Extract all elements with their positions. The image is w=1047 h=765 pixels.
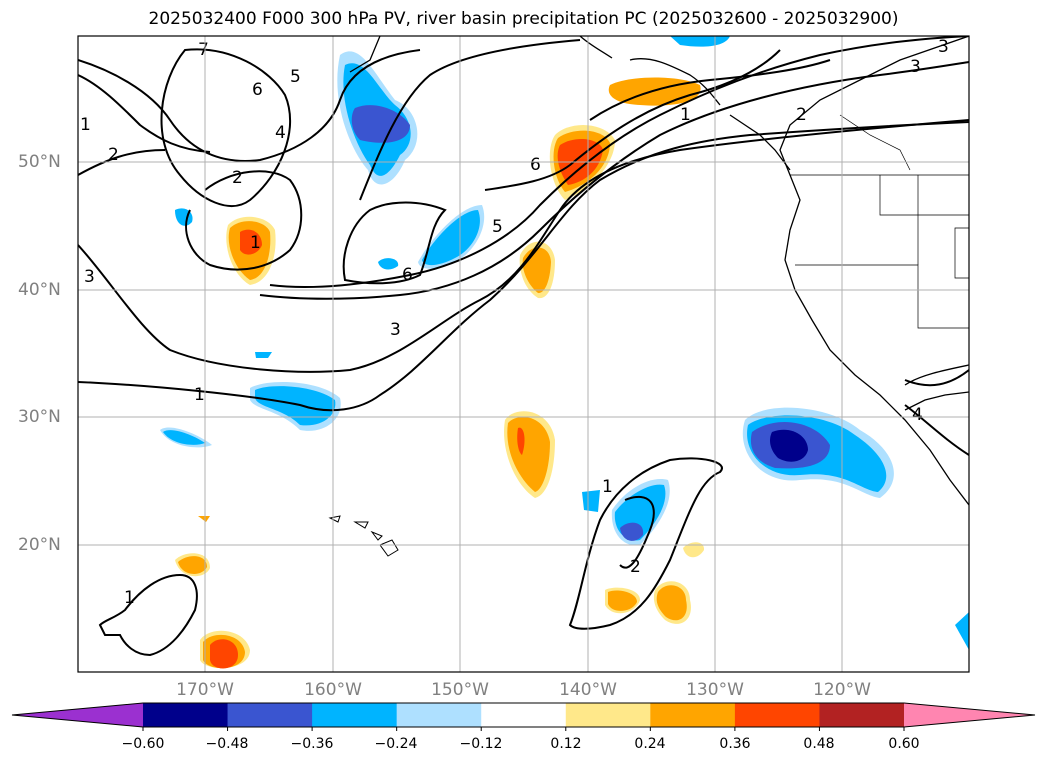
precip-blob-low-center: [226, 216, 276, 285]
precip-blob-mid-lat-negative: [250, 352, 341, 431]
colorbar-extend-high: [904, 703, 1035, 727]
colorbar-segment: [396, 703, 482, 727]
precip-blob-mid-negative: [378, 205, 485, 270]
colorbar-tick-label: 0.48: [803, 736, 835, 752]
lat-label: 50°N: [18, 152, 61, 172]
precip-blob-sub-positive: [504, 411, 555, 498]
colorbar-segment: [143, 703, 229, 727]
contour-label: 2: [108, 145, 119, 165]
colorbar-extend-low: [12, 703, 143, 727]
contour-label: 3: [938, 37, 949, 57]
contour-label: 2: [232, 168, 243, 188]
colorbar-segment: [227, 703, 313, 727]
precip-blob-south-positive: [175, 542, 705, 669]
lon-label: 120°W: [813, 680, 871, 700]
contour-label: 3: [910, 57, 921, 77]
colorbar-tick-label: 0.12: [550, 736, 582, 752]
contour-label: 5: [492, 217, 503, 237]
contour-labels: 1 2 3 4 5 6 7 1 2 3 5 6 6 3 2 1 1 2 1 1 …: [80, 37, 949, 608]
precip-blob-east-negative: [742, 407, 894, 498]
precip-blob-hawaii-west: [160, 427, 212, 522]
hawaii-islands: [328, 515, 399, 557]
colorbar-tick-label: 0.24: [634, 736, 666, 752]
contour-label: 2: [630, 557, 641, 577]
lon-label: 140°W: [559, 680, 617, 700]
lon-label: 150°W: [431, 680, 489, 700]
colorbar-segment: [819, 703, 905, 727]
contour-label: 6: [402, 265, 413, 285]
pv-contours: [78, 36, 969, 657]
colorbar-tick-label: −0.12: [459, 736, 503, 752]
precip-blob-aleutian-negative: [337, 51, 418, 185]
contour-label: 6: [252, 80, 263, 100]
precip-blob-south-negative: [582, 479, 670, 546]
colorbar-tick-label: −0.60: [121, 736, 165, 752]
colorbar-tick-label: 0.36: [719, 736, 751, 752]
contour-label: 4: [912, 405, 923, 425]
contour-label: 2: [796, 105, 807, 125]
map-panel: 1 2 3 4 5 6 7 1 2 3 5 6 6 3 2 1 1 2 1 1 …: [77, 35, 970, 673]
map-title: 2025032400 F000 300 hPa PV, river basin …: [148, 9, 899, 29]
contour-label: 1: [80, 115, 91, 135]
map-frame: [77, 35, 970, 673]
colorbar-segment: [734, 703, 820, 727]
contour-label: 1: [680, 105, 691, 125]
lat-label: 30°N: [18, 407, 61, 427]
colorbar-tick-label: −0.36: [290, 736, 334, 752]
lon-label: 160°W: [304, 680, 362, 700]
contour-label: 6: [530, 155, 541, 175]
precip-blob-far-east: [955, 612, 969, 650]
contour-label: 1: [602, 477, 613, 497]
colorbar-tick-label: −0.24: [374, 736, 418, 752]
colorbar-segment: [565, 703, 651, 727]
contour-label: 7: [198, 40, 209, 60]
contour-label: 3: [390, 320, 401, 340]
lat-label: 40°N: [18, 280, 61, 300]
contour-label: 1: [194, 385, 205, 405]
colorbar-segment: [650, 703, 736, 727]
lat-label: 20°N: [18, 535, 61, 555]
lon-label: 170°W: [176, 680, 234, 700]
colorbar-segment: [481, 703, 567, 727]
lon-label: 130°W: [686, 680, 744, 700]
gridlines: [78, 36, 969, 672]
contour-label: 1: [250, 233, 261, 253]
colorbar-tick-label: −0.48: [205, 736, 249, 752]
colorbar-segment: [312, 703, 398, 727]
contour-label: 3: [84, 267, 95, 287]
contour-label: 4: [275, 123, 286, 143]
colorbar-tick-label: 0.60: [888, 736, 920, 752]
contour-label: 1: [124, 588, 135, 608]
contour-label: 5: [290, 67, 301, 87]
political-boundaries: [790, 114, 969, 329]
